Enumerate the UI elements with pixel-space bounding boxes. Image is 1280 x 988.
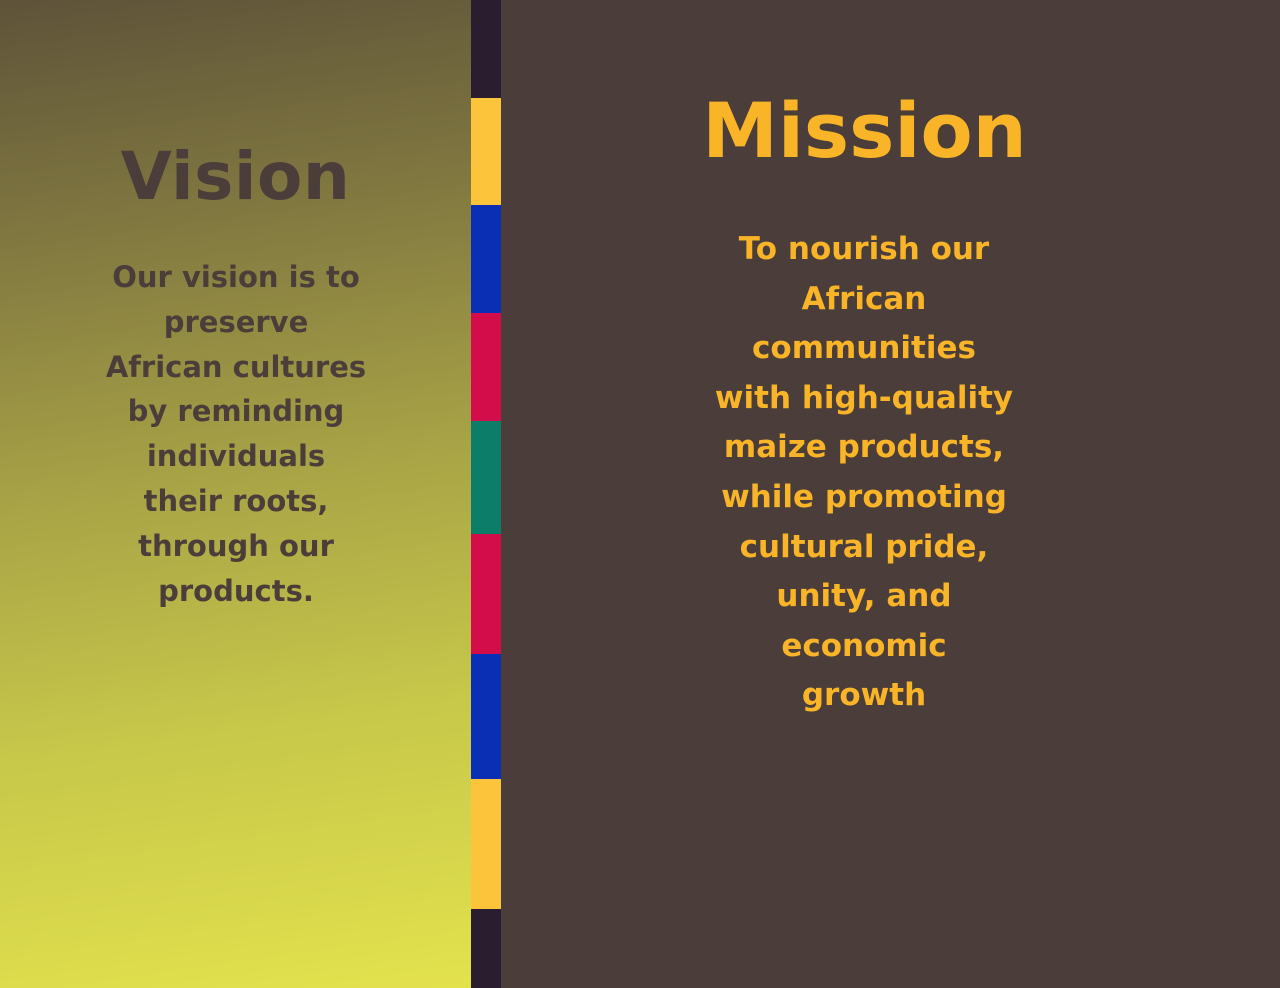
vision-statement: Our vision is to preserve African cultur…	[105, 260, 367, 608]
vision-heading: Vision	[120, 138, 351, 215]
stripe-band-red	[471, 534, 501, 654]
decorative-stripe	[471, 0, 501, 988]
mission-panel	[501, 0, 1280, 988]
stripe-band-yellow	[471, 98, 501, 205]
mission-statement: To nourish our African communities with …	[714, 231, 1014, 714]
mission-heading: Mission	[702, 86, 1027, 175]
stripe-band-red	[471, 313, 501, 421]
stripe-band-yellow	[471, 779, 501, 909]
stripe-band-blue	[471, 654, 501, 779]
vision-panel	[0, 0, 471, 988]
stripe-band-blue	[471, 205, 501, 313]
stripe-band-green	[471, 421, 501, 534]
